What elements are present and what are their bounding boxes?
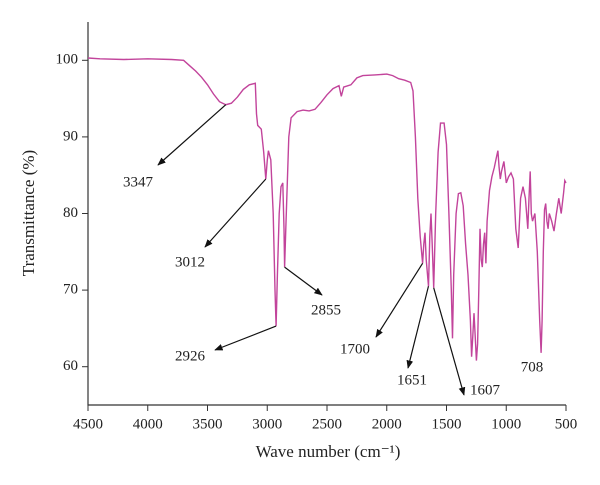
y-tick-label: 60: [63, 358, 78, 374]
annotation-label: 1651: [397, 372, 427, 388]
x-axis-label: Wave number (cm⁻¹): [256, 442, 401, 461]
annotation-arrow: [433, 287, 466, 396]
annotation-label: 3347: [123, 174, 154, 190]
spectrum-line: [87, 57, 567, 361]
y-axis-label: Transmittance (%): [19, 150, 38, 276]
x-tick-label: 2000: [372, 416, 402, 432]
annotation-arrow: [406, 286, 430, 369]
x-tick-label: 500: [555, 416, 578, 432]
annotation-arrow: [204, 178, 267, 248]
annotation-label: 2926: [175, 348, 206, 364]
annotation-arrow: [214, 325, 277, 351]
annotation-arrow: [157, 104, 227, 166]
y-tick-label: 80: [63, 205, 78, 221]
y-tick-label: 100: [56, 52, 79, 68]
annotation-label: 1700: [340, 341, 370, 357]
annotation-label: 3012: [175, 254, 205, 270]
x-tick-label: 3500: [193, 416, 223, 432]
annotation-label: 1607: [470, 382, 501, 398]
x-tick-label: 3000: [252, 416, 282, 432]
annotation-label: 2855: [311, 302, 341, 318]
x-tick-label: 2500: [312, 416, 342, 432]
y-tick-label: 90: [63, 128, 78, 144]
axes: [87, 22, 566, 406]
x-tick-label: 4500: [73, 416, 103, 432]
y-tick-label: 70: [63, 282, 78, 298]
annotation-arrow: [375, 262, 424, 338]
annotation-arrow: [284, 266, 323, 296]
x-tick-label: 4000: [133, 416, 163, 432]
annotation-label: 708: [521, 359, 544, 375]
x-tick-label: 1500: [432, 416, 462, 432]
x-tick-label: 1000: [491, 416, 521, 432]
